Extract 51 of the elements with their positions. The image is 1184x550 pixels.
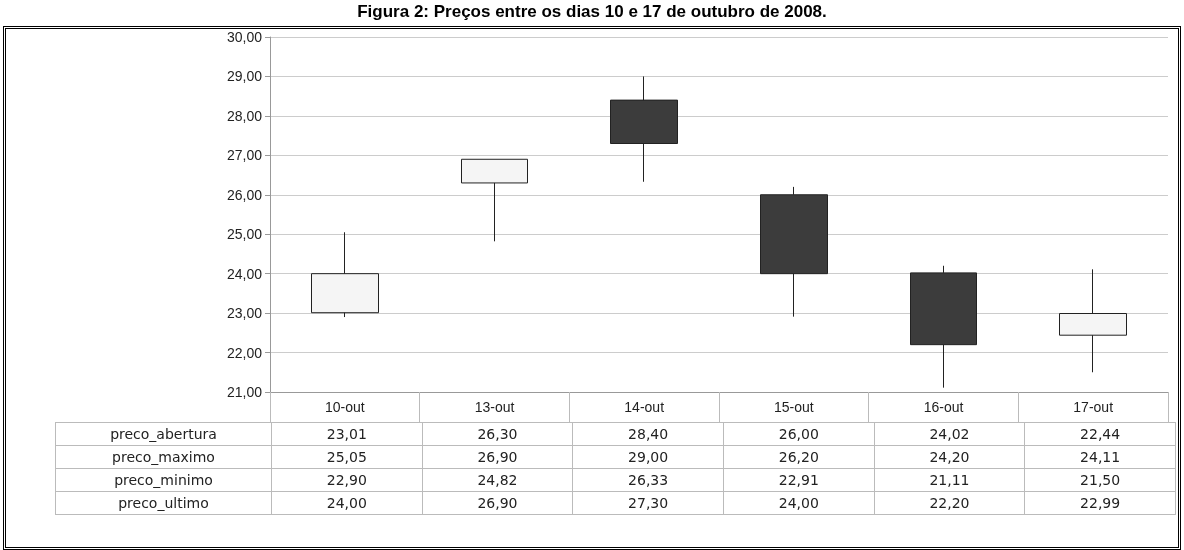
text: preco_minimo — [55, 468, 272, 492]
text: 26,90 — [477, 495, 518, 511]
text: 28,40 — [628, 426, 669, 442]
text: 22,99 — [1080, 495, 1121, 511]
text: 22,44 — [1080, 426, 1121, 442]
x-tick-label: 14-out — [624, 399, 665, 415]
candlestick — [461, 158, 528, 242]
y-tick-label: 24,00 — [226, 265, 263, 282]
candlestick — [610, 75, 678, 183]
text: 22,91 — [778, 472, 819, 488]
candlestick — [760, 186, 828, 318]
y-tick-label: 25,00 — [226, 226, 263, 243]
text: 24,00 — [326, 495, 367, 511]
text: preco_ultimo — [55, 491, 272, 515]
text: 24,11 — [1080, 449, 1121, 465]
y-tick-label: 22,00 — [226, 344, 263, 361]
candlestick — [311, 231, 379, 318]
x-tick-label: 15-out — [773, 399, 814, 415]
y-tick-label: 29,00 — [226, 68, 263, 85]
y-tick-label: 28,00 — [226, 107, 263, 124]
text: 26,00 — [778, 426, 819, 442]
y-tick-label: 23,00 — [226, 305, 263, 322]
text: 27,30 — [628, 495, 669, 511]
text: 26,30 — [477, 426, 518, 442]
text: 24,00 — [778, 495, 819, 511]
y-tick-label: 21,00 — [226, 384, 263, 400]
text: preco_maximo — [55, 445, 272, 469]
candlestick — [910, 265, 977, 389]
text: 22,90 — [326, 472, 367, 488]
text: 22,20 — [929, 495, 970, 511]
y-tick-label: 30,00 — [226, 29, 263, 45]
text: 24,20 — [929, 449, 970, 465]
y-tick-label: 26,00 — [226, 186, 263, 203]
text: 25,05 — [326, 449, 367, 465]
chart-title: Figura 2: Preços entre os dias 10 e 17 de outubro de 2008. — [356, 2, 828, 22]
text: 23,01 — [326, 426, 367, 442]
x-tick-label: 13-out — [474, 399, 515, 415]
text: 26,33 — [628, 472, 669, 488]
text: 24,82 — [477, 472, 518, 488]
text: 26,90 — [477, 449, 518, 465]
x-tick-label: 10-out — [324, 399, 365, 415]
x-tick-label: 16-out — [923, 399, 964, 415]
text: 21,50 — [1080, 472, 1121, 488]
text: 21,11 — [929, 472, 970, 488]
text: 26,20 — [778, 449, 819, 465]
x-tick-label: 17-out — [1073, 399, 1114, 415]
candlestick — [1059, 268, 1127, 373]
text: 24,02 — [929, 426, 970, 442]
text: preco_abertura — [55, 422, 272, 446]
text: 29,00 — [628, 449, 669, 465]
y-tick-label: 27,00 — [226, 147, 263, 164]
